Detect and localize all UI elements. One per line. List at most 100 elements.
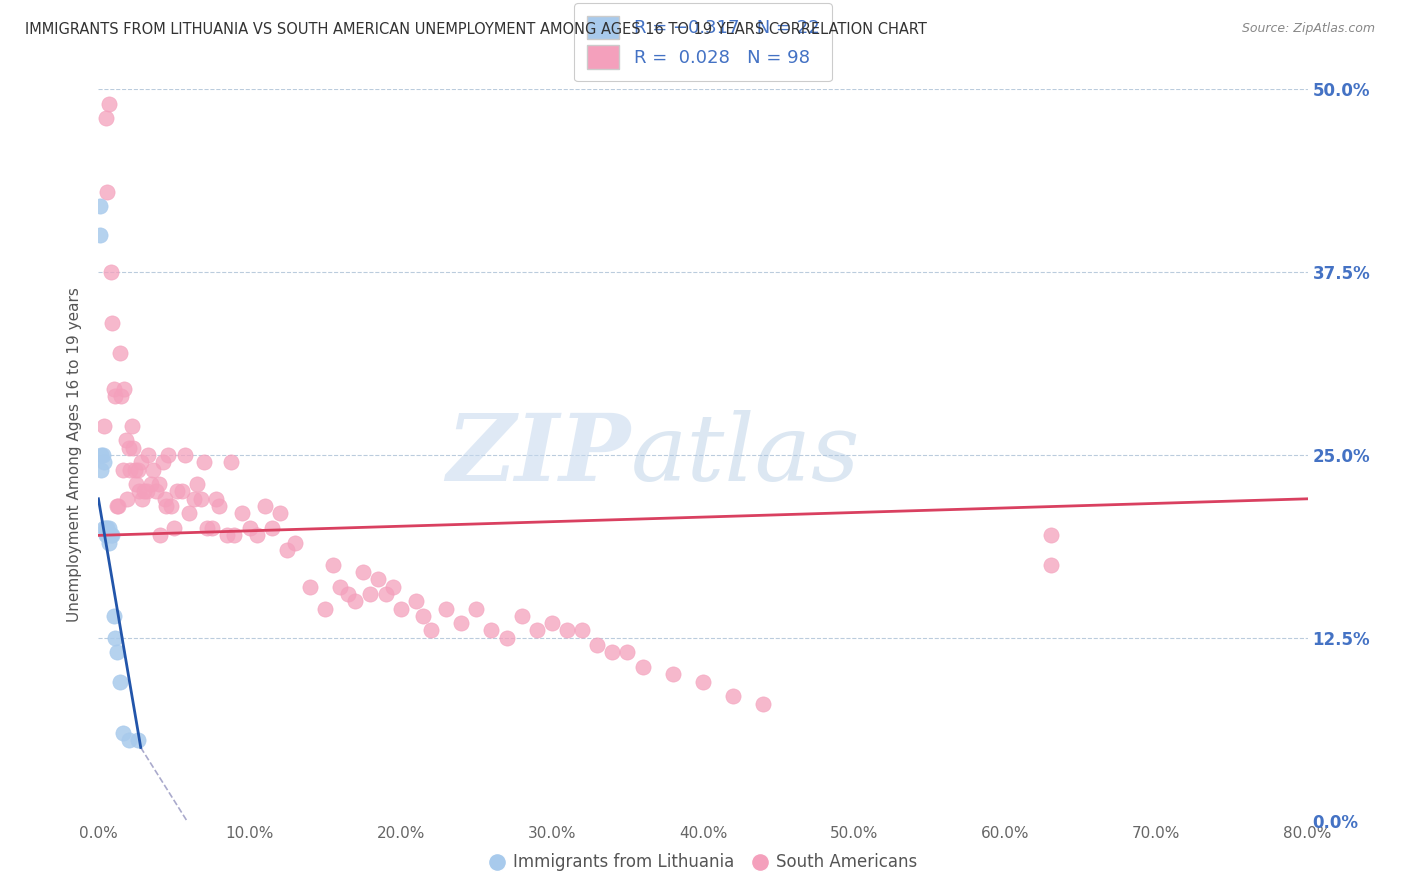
Point xyxy=(115,491,138,506)
Point xyxy=(586,638,609,652)
Point xyxy=(149,528,172,542)
Point xyxy=(132,484,155,499)
Point xyxy=(125,477,148,491)
Point xyxy=(98,96,121,111)
Point xyxy=(105,645,128,659)
Point xyxy=(163,521,186,535)
Text: IMMIGRANTS FROM LITHUANIA VS SOUTH AMERICAN UNEMPLOYMENT AMONG AGES 16 TO 19 YEA: IMMIGRANTS FROM LITHUANIA VS SOUTH AMERI… xyxy=(25,22,927,37)
Point xyxy=(90,448,112,462)
Point xyxy=(661,667,683,681)
Point xyxy=(112,382,135,396)
Point xyxy=(253,499,276,513)
Point xyxy=(215,528,238,542)
Point xyxy=(329,580,352,594)
Point xyxy=(481,624,503,638)
Point xyxy=(94,528,117,542)
Point xyxy=(752,697,775,711)
Point xyxy=(89,228,111,243)
Point xyxy=(183,491,205,506)
Point xyxy=(108,345,131,359)
Point xyxy=(103,382,125,396)
Point xyxy=(382,580,405,594)
Point xyxy=(101,316,124,330)
Point xyxy=(127,733,149,747)
Text: ZIP: ZIP xyxy=(446,410,630,500)
Point xyxy=(105,499,128,513)
Point xyxy=(142,462,165,476)
Point xyxy=(148,477,170,491)
Point xyxy=(208,499,231,513)
Point xyxy=(96,528,118,542)
Point xyxy=(450,616,472,631)
Point xyxy=(98,521,121,535)
Point xyxy=(692,674,714,689)
Point xyxy=(110,389,132,403)
Point xyxy=(465,601,488,615)
Point xyxy=(89,199,111,213)
Point xyxy=(224,528,246,542)
Point xyxy=(173,448,195,462)
Point xyxy=(269,507,291,521)
Point xyxy=(405,594,427,608)
Point xyxy=(155,499,177,513)
Point xyxy=(104,631,127,645)
Point xyxy=(193,455,215,469)
Point xyxy=(1039,558,1062,572)
Point xyxy=(239,521,262,535)
Point xyxy=(526,624,548,638)
Point xyxy=(190,491,212,506)
Point xyxy=(129,455,152,469)
Point xyxy=(495,631,517,645)
Y-axis label: Unemployment Among Ages 16 to 19 years: Unemployment Among Ages 16 to 19 years xyxy=(67,287,83,623)
Point xyxy=(723,690,745,704)
Point xyxy=(120,462,142,476)
Point xyxy=(201,521,224,535)
Point xyxy=(262,521,284,535)
Point xyxy=(153,491,176,506)
Point xyxy=(94,112,117,126)
Point xyxy=(160,499,183,513)
Point xyxy=(127,462,149,476)
Point xyxy=(205,491,228,506)
Point xyxy=(231,507,253,521)
Point xyxy=(131,491,153,506)
Point xyxy=(93,521,115,535)
Point xyxy=(111,462,134,476)
Point xyxy=(96,521,118,535)
Point xyxy=(276,543,298,558)
Point xyxy=(108,674,131,689)
Point xyxy=(221,455,243,469)
Point xyxy=(179,507,201,521)
Point xyxy=(616,645,638,659)
Point xyxy=(100,528,122,542)
Point xyxy=(195,521,218,535)
Point xyxy=(1039,528,1062,542)
Point xyxy=(98,535,121,549)
Point xyxy=(111,726,134,740)
Point xyxy=(145,484,167,499)
Point xyxy=(360,587,382,601)
Point xyxy=(94,521,117,535)
Point xyxy=(104,389,127,403)
Legend: Immigrants from Lithuania, South Americans: Immigrants from Lithuania, South America… xyxy=(482,847,924,878)
Point xyxy=(128,484,150,499)
Point xyxy=(510,608,533,623)
Point xyxy=(100,265,122,279)
Point xyxy=(284,535,307,549)
Point xyxy=(336,587,359,601)
Point xyxy=(412,608,434,623)
Point xyxy=(186,477,208,491)
Point xyxy=(156,448,179,462)
Point xyxy=(299,580,322,594)
Point xyxy=(121,418,143,433)
Point xyxy=(136,448,159,462)
Point xyxy=(344,594,367,608)
Point xyxy=(152,455,174,469)
Text: atlas: atlas xyxy=(630,410,860,500)
Point xyxy=(540,616,562,631)
Point xyxy=(118,733,141,747)
Point xyxy=(322,558,344,572)
Point xyxy=(420,624,443,638)
Point xyxy=(124,462,146,476)
Point xyxy=(571,624,593,638)
